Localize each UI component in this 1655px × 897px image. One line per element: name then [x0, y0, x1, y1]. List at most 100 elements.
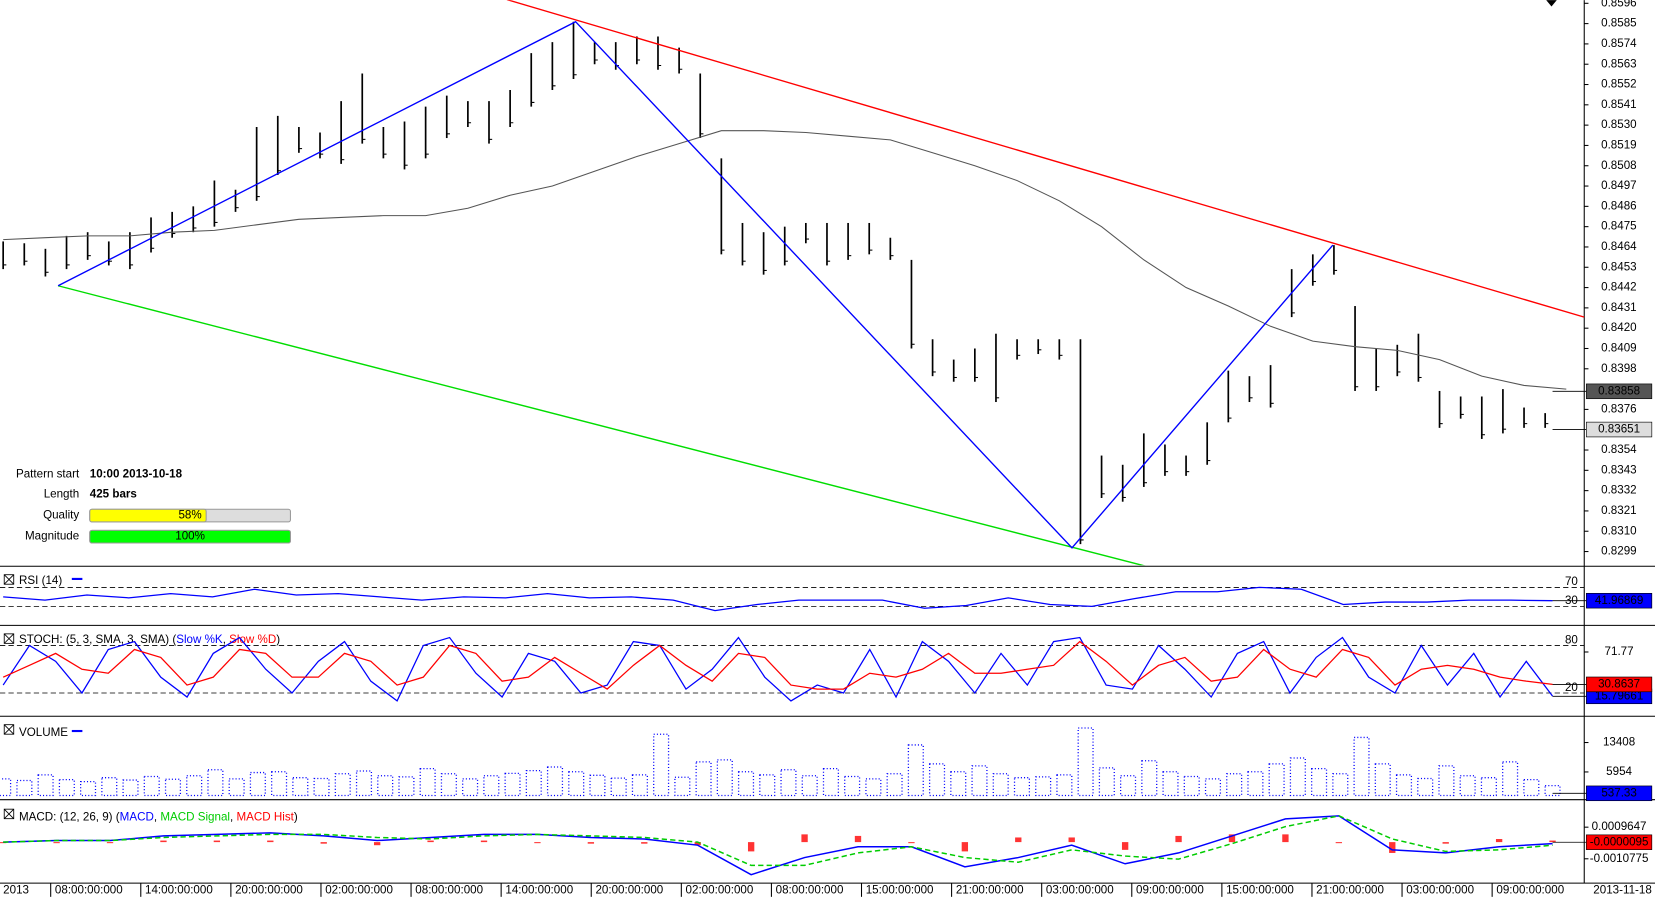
histogram-bar	[427, 840, 434, 843]
histogram-bar	[1068, 837, 1075, 843]
time-label: 09:00:00:000	[1496, 884, 1564, 897]
volume-bar	[334, 773, 351, 797]
legend-text: MACD Hist	[236, 811, 294, 824]
volume-bar	[440, 773, 457, 797]
indicator-line	[2, 636, 1554, 702]
time-label: 15:00:00:000	[1226, 884, 1294, 897]
volume-bar	[1056, 774, 1073, 797]
legend-text: Slow %K	[176, 633, 223, 646]
volume-bar	[865, 778, 882, 797]
time-label: 15:00:00:000	[866, 884, 934, 897]
legend-text: MACD Signal	[160, 811, 230, 824]
histogram-bar	[961, 842, 969, 852]
histogram-bar	[480, 840, 488, 843]
histogram-bar	[534, 842, 541, 844]
time-label: 08:00:00:000	[776, 884, 844, 897]
histogram-bar	[320, 842, 327, 844]
y-tick-label: 0.8343	[1601, 463, 1637, 476]
scroll-marker[interactable]	[1546, 0, 1557, 7]
legend-text: STOCH: (5, 3, SMA, 3, SMA)	[19, 633, 169, 646]
legend-text: )	[294, 811, 298, 824]
volume-bar	[546, 766, 564, 797]
volume-bar	[1141, 760, 1158, 797]
legend-text: ,	[223, 633, 229, 646]
volume-bar	[186, 775, 203, 797]
histogram-bar	[1335, 842, 1343, 844]
volume-bar	[1459, 775, 1476, 797]
volume-bar	[249, 771, 266, 797]
y-tick-label: 0.8442	[1601, 281, 1637, 294]
histogram-bar	[854, 835, 862, 843]
histogram-bar	[213, 840, 221, 843]
value-label: 0.83858	[1598, 384, 1640, 397]
histogram-bar	[160, 840, 167, 843]
macd-line	[3, 815, 1553, 867]
histogram-bar	[1389, 842, 1396, 853]
volume-bar	[1544, 784, 1561, 797]
histogram-bar	[1175, 835, 1182, 843]
volume-bar	[631, 774, 648, 797]
volume-bar	[1268, 763, 1285, 797]
y-tick-label: 0.8453	[1601, 260, 1637, 273]
y-tick-label: 0.8420	[1601, 321, 1637, 334]
histogram-bar	[587, 842, 595, 844]
volume-bar	[801, 775, 818, 797]
y-tick-label: 0.8585	[1601, 17, 1637, 30]
y-tick-label: 0.8541	[1601, 98, 1637, 111]
pattern-line	[506, 0, 1585, 318]
histogram-bar	[641, 842, 648, 844]
volume-bar	[844, 775, 861, 797]
time-label: 02:00:00:000	[325, 884, 393, 897]
volume-bar	[1289, 757, 1306, 797]
panel-title: VOLUME	[19, 726, 68, 739]
histogram-bar	[53, 842, 60, 844]
volume-bar	[462, 778, 479, 797]
legend-text: Slow %D	[229, 633, 276, 646]
y-tick-label: 0.8519	[1601, 138, 1637, 151]
pattern-line	[57, 20, 1334, 549]
volume-bar	[419, 767, 436, 797]
volume-bar	[759, 774, 776, 797]
time-label: 02:00:00:000	[686, 884, 754, 897]
volume-bar	[1077, 727, 1094, 797]
histogram-bar	[908, 842, 915, 844]
volume-bar	[207, 769, 224, 797]
y-tick-label: 13408	[1603, 736, 1635, 749]
y-tick-label: 0.8431	[1601, 301, 1637, 314]
y-tick-label: -0.0010775	[1590, 852, 1649, 865]
time-label: 03:00:00:000	[1046, 884, 1114, 897]
time-label: 14:00:00:000	[145, 884, 213, 897]
volume-bar	[0, 778, 12, 797]
legend-text: MACD	[120, 811, 154, 824]
volume-bar	[164, 778, 182, 797]
volume-bar	[1204, 778, 1222, 797]
y-tick-label: 0.8299	[1601, 545, 1637, 558]
y-tick-label: 0.8486	[1601, 199, 1637, 212]
histogram-bar	[1495, 839, 1503, 843]
panel-toggle-x	[3, 808, 15, 819]
histogram-bar	[267, 840, 274, 843]
histogram-bar	[1121, 842, 1129, 850]
price-plot	[2, 0, 1585, 566]
legend-text: ,	[154, 811, 160, 824]
moving-average	[3, 130, 1567, 390]
volume-bar	[504, 772, 521, 797]
time-label: 20:00:00:000	[235, 884, 303, 897]
legend-text: ,	[230, 811, 236, 824]
volume-bar	[122, 779, 139, 797]
y-tick-label: 0.8552	[1601, 78, 1637, 91]
value-label: 41.96869	[1595, 594, 1643, 607]
y-tick-label: 0.8596	[1601, 0, 1637, 9]
panel-toggle-x	[3, 724, 15, 735]
legend-text: MACD: (12, 26, 9)	[19, 811, 113, 824]
time-label: 08:00:00:000	[415, 884, 483, 897]
volume-bar	[1502, 761, 1519, 797]
histogram-bar	[373, 842, 381, 846]
level-label: 20	[1565, 681, 1578, 694]
time-label: 09:00:00:000	[1136, 884, 1204, 897]
y-tick-label: 0.8409	[1601, 342, 1637, 355]
volume-bar	[228, 778, 245, 797]
time-label: 08:00:00:000	[55, 884, 123, 897]
level-label: 70	[1565, 575, 1578, 588]
volume-bar	[1035, 776, 1052, 797]
